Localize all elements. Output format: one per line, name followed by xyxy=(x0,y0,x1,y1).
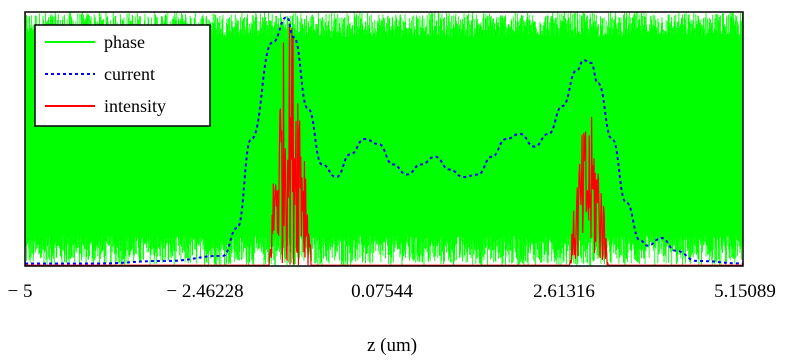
intensity-line xyxy=(24,23,743,266)
x-tick-label: 5.15089 xyxy=(714,281,776,302)
legend-phase-label: phase xyxy=(104,32,145,52)
x-tick-label: − 5 xyxy=(8,281,33,302)
x-axis-label: z (um) xyxy=(367,335,417,356)
x-tick-label: − 2.46228 xyxy=(166,281,243,302)
plot-frame xyxy=(24,11,744,267)
current-series-line xyxy=(25,16,744,265)
intensity-series xyxy=(24,23,743,266)
x-tick-label: 0.07544 xyxy=(351,281,413,302)
legend: phase current intensity xyxy=(34,24,211,127)
x-axis: − 5 − 2.46228 0.07544 2.61316 5.15089 z … xyxy=(8,281,776,356)
x-tick-label: 2.61316 xyxy=(533,281,595,302)
legend-current-label: current xyxy=(104,64,155,84)
legend-intensity-label: intensity xyxy=(104,96,166,116)
